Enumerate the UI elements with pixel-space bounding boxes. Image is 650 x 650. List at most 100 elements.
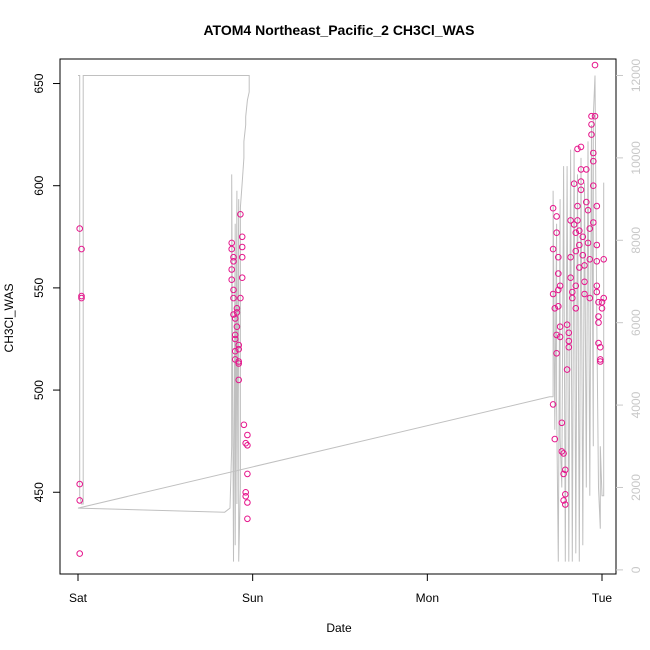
data-point: [553, 213, 560, 220]
data-point: [549, 290, 557, 298]
data-point: [584, 206, 592, 214]
data-point: [563, 321, 571, 329]
data-point: [572, 282, 580, 290]
data-point: [230, 294, 237, 302]
plot-frame: [59, 58, 617, 575]
data-point: [556, 323, 564, 331]
data-point: [240, 421, 248, 429]
data-point: [553, 331, 560, 339]
data-point: [228, 276, 235, 284]
data-point: [565, 343, 573, 351]
data-point: [574, 217, 581, 224]
x-tick-label: Sun: [242, 591, 263, 605]
data-point: [242, 439, 249, 447]
data-point: [579, 233, 587, 241]
data-point: [242, 493, 249, 500]
data-point: [600, 294, 608, 302]
data-point: [228, 266, 235, 273]
data-point: [244, 515, 251, 523]
data-point: [78, 294, 85, 302]
data-point: [231, 356, 239, 363]
y2-tick-label: 6000: [629, 309, 643, 336]
data-point: [238, 243, 246, 251]
x-tick-label: Mon: [416, 591, 439, 605]
data-point: [560, 450, 567, 457]
data-point: [588, 112, 595, 120]
y-tick-label: 450: [32, 482, 46, 502]
data-point: [597, 343, 604, 351]
data-point: [244, 470, 251, 478]
data-point: [579, 251, 587, 259]
data-point: [572, 247, 580, 255]
data-point: [235, 358, 242, 365]
data-point: [597, 356, 604, 363]
altitude-series: [77, 75, 605, 562]
data-point: [556, 333, 564, 341]
data-point: [586, 294, 594, 302]
y-axis-label: CH3Cl_WAS: [2, 284, 16, 353]
data-point: [583, 198, 590, 206]
data-point: [562, 491, 569, 498]
data-point: [565, 329, 573, 337]
data-point: [598, 305, 606, 312]
data-point: [567, 274, 574, 282]
y2-tick-label: 0: [629, 566, 643, 573]
data-point: [238, 233, 246, 241]
y-tick-label: 650: [32, 73, 46, 93]
data-point: [584, 239, 592, 247]
data-point: [233, 323, 241, 331]
data-point: [590, 149, 597, 157]
data-point: [565, 337, 573, 345]
data-point: [231, 347, 239, 355]
data-point: [590, 157, 597, 165]
data-point: [238, 253, 246, 261]
y-tick-label: 600: [32, 175, 46, 195]
data-point: [551, 435, 559, 443]
data-point: [244, 431, 251, 439]
data-point: [588, 121, 595, 128]
data-point: [231, 315, 239, 322]
data-point: [576, 241, 583, 249]
data-point: [593, 288, 601, 296]
data-point: [577, 186, 585, 194]
x-tick-label: Sat: [69, 591, 88, 605]
altitude-line: [77, 75, 605, 562]
y2-tick-label: 10000: [629, 141, 643, 175]
data-point: [576, 227, 583, 234]
x-axis: Sat Sun Mon Tue: [69, 574, 612, 605]
data-point: [555, 286, 562, 294]
data-point: [233, 305, 241, 312]
y-tick-label: 500: [32, 380, 46, 400]
data-point: [230, 258, 237, 265]
data-point: [244, 442, 251, 449]
data-point: [572, 229, 580, 236]
data-point: [76, 480, 83, 488]
y2-tick-label: 2000: [629, 474, 643, 501]
data-point: [235, 345, 242, 353]
data-point: [595, 339, 602, 347]
data-point: [567, 253, 574, 261]
data-point: [78, 245, 85, 253]
data-point: [593, 202, 601, 210]
data-point: [597, 358, 604, 365]
data-point: [551, 305, 559, 312]
data-point: [572, 305, 580, 312]
data-point: [593, 241, 601, 249]
data-point: [231, 331, 239, 339]
data-point: [558, 448, 566, 455]
data-point: [577, 143, 585, 151]
data-point: [595, 298, 602, 306]
data-point: [574, 202, 581, 210]
data-point: [230, 253, 237, 261]
data-point: [555, 303, 562, 310]
data-point: [569, 294, 576, 302]
data-point: [560, 470, 567, 478]
data-point: [570, 180, 578, 187]
data-point: [581, 290, 588, 298]
data-point: [235, 341, 242, 349]
data-point: [562, 501, 569, 508]
data-point: [76, 497, 83, 504]
ch3cl-series: [76, 61, 608, 557]
data-point: [238, 274, 246, 282]
